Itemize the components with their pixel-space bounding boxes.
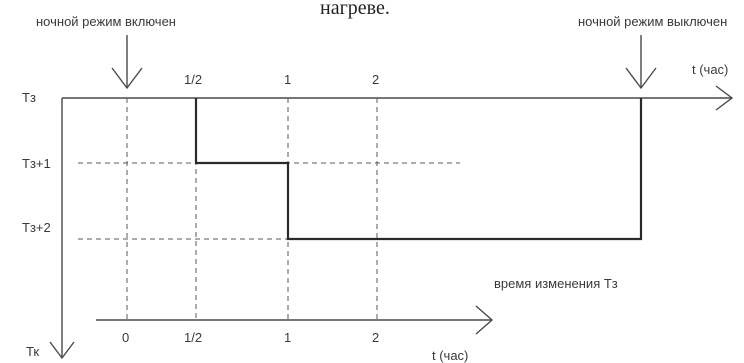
top-axis-label: t (час) (692, 62, 728, 77)
vertical-axis-label: Тк (26, 344, 39, 359)
bottom-axis-label: t (час) (432, 348, 468, 363)
top-tick-one: 1 (284, 72, 291, 87)
night-mode-on-arrow (111, 35, 143, 90)
night-mode-on-label: ночной режим включен (36, 14, 176, 29)
bottom-tick-half: 1/2 (184, 330, 202, 345)
bottom-tick-zero: 0 (122, 330, 129, 345)
level-tz-plus-2: Тз+2 (22, 220, 51, 235)
bottom-tick-two: 2 (372, 330, 379, 345)
level-tz-plus-1: Тз+1 (22, 156, 51, 171)
annotation-text: время изменения Тз (494, 276, 618, 291)
top-tick-two: 2 (372, 72, 379, 87)
night-mode-off-arrow (625, 35, 657, 90)
night-mode-off-label: ночной режим выключен (578, 14, 727, 29)
top-tick-half: 1/2 (184, 72, 202, 87)
bottom-time-axis (96, 305, 494, 335)
bottom-tick-one: 1 (284, 330, 291, 345)
caption-fragment: нагреве. (320, 0, 390, 19)
level-tz: Тз (22, 90, 36, 105)
vertical-temp-axis (49, 98, 75, 360)
setpoint-step-line (194, 98, 643, 241)
top-time-axis (62, 85, 734, 111)
